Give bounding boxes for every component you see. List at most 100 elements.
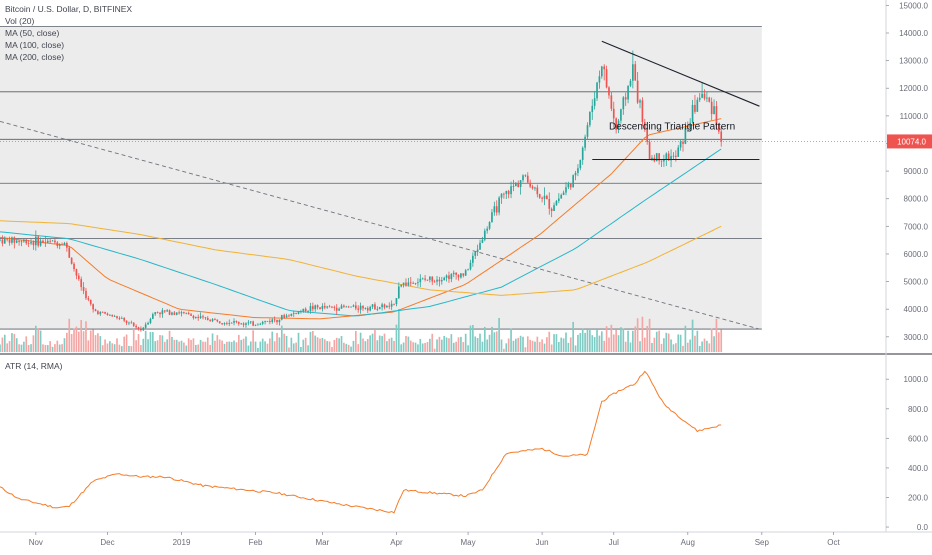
- candle-body[interactable]: [495, 206, 498, 213]
- candle-body[interactable]: [261, 321, 264, 324]
- candle-body[interactable]: [190, 314, 192, 316]
- candle-body[interactable]: [436, 279, 438, 282]
- candle-body[interactable]: [254, 324, 257, 326]
- candle-body[interactable]: [204, 317, 207, 319]
- candle-body[interactable]: [192, 315, 195, 319]
- candle-body[interactable]: [493, 206, 496, 213]
- candle-body[interactable]: [417, 282, 419, 284]
- candle-body[interactable]: [304, 308, 307, 312]
- candle-body[interactable]: [32, 241, 35, 246]
- candle-body[interactable]: [636, 80, 639, 103]
- candle-body[interactable]: [175, 312, 178, 315]
- candle-body[interactable]: [257, 324, 259, 326]
- candle-body[interactable]: [240, 323, 243, 325]
- candle-body[interactable]: [82, 287, 85, 291]
- candle-body[interactable]: [455, 272, 457, 275]
- candle-body[interactable]: [651, 157, 653, 160]
- candle-body[interactable]: [199, 316, 202, 319]
- candle-body[interactable]: [371, 304, 374, 307]
- candle-body[interactable]: [481, 239, 484, 243]
- candle-body[interactable]: [658, 153, 660, 161]
- candle-body[interactable]: [331, 306, 333, 308]
- candle-body[interactable]: [249, 321, 252, 323]
- candle-body[interactable]: [216, 319, 219, 322]
- candle-body[interactable]: [710, 101, 713, 115]
- candle-body[interactable]: [414, 283, 417, 284]
- candle-body[interactable]: [395, 298, 398, 305]
- candle-body[interactable]: [58, 244, 61, 247]
- candle-body[interactable]: [603, 66, 606, 70]
- candle-body[interactable]: [180, 312, 183, 314]
- candle-body[interactable]: [600, 66, 603, 77]
- candle-body[interactable]: [429, 276, 431, 280]
- trend-line-triangle-top[interactable]: [601, 40, 760, 107]
- candle-body[interactable]: [359, 305, 362, 310]
- candle-body[interactable]: [670, 156, 672, 161]
- candle-body[interactable]: [292, 312, 295, 314]
- candle-body[interactable]: [120, 318, 123, 319]
- candle-body[interactable]: [63, 242, 66, 246]
- candle-body[interactable]: [560, 194, 563, 199]
- candle-body[interactable]: [309, 306, 312, 311]
- candle-body[interactable]: [99, 311, 102, 315]
- candle-body[interactable]: [25, 239, 28, 244]
- candle-body[interactable]: [357, 308, 360, 310]
- candle-body[interactable]: [3, 238, 6, 244]
- candle-body[interactable]: [56, 242, 59, 247]
- candle-body[interactable]: [584, 136, 586, 148]
- candle-body[interactable]: [555, 200, 558, 206]
- candle-body[interactable]: [302, 308, 305, 312]
- candle-body[interactable]: [326, 306, 329, 308]
- candle-body[interactable]: [183, 312, 185, 313]
- candle-body[interactable]: [574, 172, 577, 176]
- candle-body[interactable]: [641, 100, 644, 123]
- candle-body[interactable]: [206, 318, 209, 321]
- candle-body[interactable]: [269, 321, 271, 323]
- candle-body[interactable]: [51, 240, 54, 242]
- candle-body[interactable]: [529, 182, 532, 187]
- candle-body[interactable]: [548, 199, 551, 209]
- candle-body[interactable]: [708, 97, 711, 102]
- candle-body[interactable]: [149, 318, 152, 323]
- candle-body[interactable]: [460, 273, 462, 278]
- candle-body[interactable]: [352, 305, 355, 307]
- candle-body[interactable]: [364, 308, 367, 309]
- candle-body[interactable]: [643, 122, 646, 129]
- candle-body[interactable]: [288, 315, 290, 317]
- candle-body[interactable]: [187, 312, 190, 315]
- candle-body[interactable]: [686, 128, 689, 129]
- candle-body[interactable]: [321, 305, 324, 309]
- candle-body[interactable]: [524, 175, 527, 177]
- candle-body[interactable]: [209, 320, 211, 322]
- candle-body[interactable]: [226, 323, 228, 324]
- candle-body[interactable]: [163, 310, 166, 312]
- candle-body[interactable]: [450, 274, 453, 280]
- candle-body[interactable]: [543, 195, 546, 199]
- candle-body[interactable]: [132, 322, 135, 326]
- candle-body[interactable]: [130, 322, 133, 324]
- candle-body[interactable]: [221, 323, 223, 325]
- candle-body[interactable]: [409, 282, 412, 284]
- candle-body[interactable]: [703, 93, 706, 99]
- candle-body[interactable]: [550, 208, 553, 212]
- candle-body[interactable]: [159, 312, 161, 315]
- candle-body[interactable]: [701, 93, 703, 98]
- candle-body[interactable]: [562, 192, 565, 195]
- candle-body[interactable]: [479, 242, 481, 250]
- candle-body[interactable]: [426, 279, 429, 281]
- candle-body[interactable]: [185, 312, 188, 314]
- candle-body[interactable]: [682, 141, 684, 144]
- candle-body[interactable]: [679, 141, 682, 148]
- candle-body[interactable]: [235, 321, 238, 323]
- candle-body[interactable]: [94, 309, 97, 312]
- candle-body[interactable]: [536, 187, 539, 195]
- candle-body[interactable]: [546, 195, 548, 200]
- candle-body[interactable]: [605, 69, 608, 88]
- candle-body[interactable]: [1, 239, 4, 244]
- candle-body[interactable]: [381, 304, 383, 308]
- candle-body[interactable]: [663, 159, 665, 162]
- candle-body[interactable]: [696, 99, 699, 112]
- candle-body[interactable]: [374, 304, 376, 310]
- candle-body[interactable]: [612, 108, 615, 119]
- candle-body[interactable]: [283, 315, 286, 318]
